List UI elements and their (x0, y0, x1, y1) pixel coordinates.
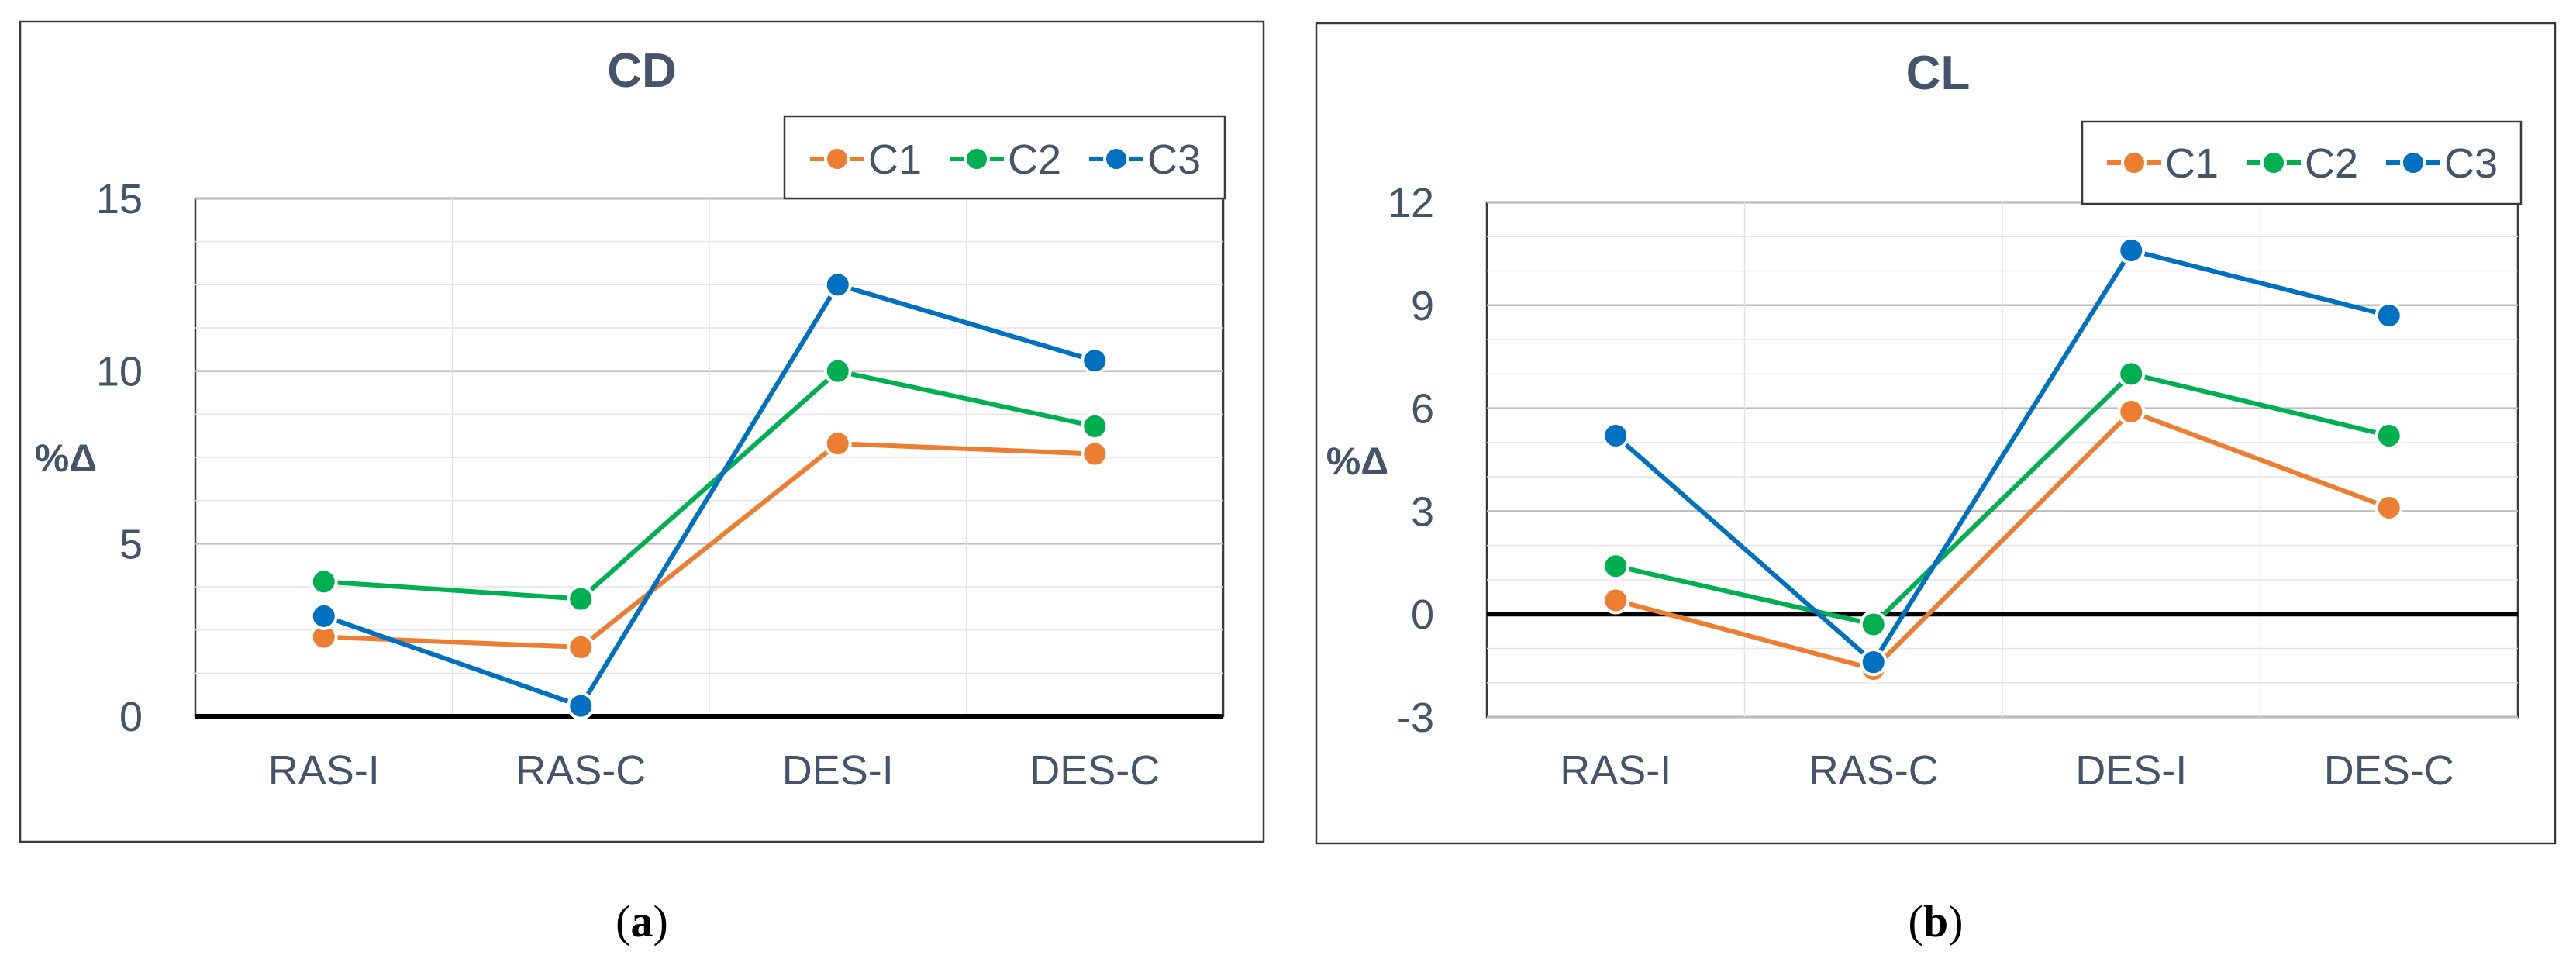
legend-label-cd-c3: C3 (1147, 136, 1201, 183)
caption-b-letter: b (1923, 896, 1948, 946)
legend-marker-cd-c2 (964, 146, 990, 172)
caption-b-open: ( (1909, 896, 1923, 946)
data-point-c2 (1602, 552, 1630, 581)
series-line-c1 (323, 441, 1095, 650)
y-tick-label: -3 (1397, 695, 1434, 741)
x-tick-label: RAS-C (516, 747, 646, 794)
data-point-c3 (309, 602, 338, 630)
data-point-c2 (823, 357, 852, 385)
series-line-c3 (1614, 247, 2390, 665)
data-point-c2 (1081, 412, 1109, 440)
caption-a: (a) (616, 896, 668, 946)
legend-entry-cl-c1: C1 (2107, 140, 2219, 187)
x-tick-labels-cd: RAS-I RAS-C DES-I DES-C (268, 747, 1160, 794)
legend-label-cd-c1: C1 (868, 136, 922, 183)
y-axis-label-cl: %Δ (1326, 440, 1388, 483)
data-point-c3 (823, 271, 852, 299)
series-points-cd (309, 271, 1109, 720)
caption-a-close: ) (653, 896, 668, 946)
data-point-c3 (2117, 236, 2146, 264)
caption-b: (b) (1909, 896, 1964, 946)
x-tick-label: RAS-I (1560, 747, 1671, 794)
y-tick-label: 0 (1411, 591, 1434, 638)
y-axis-label-cd: %Δ (35, 436, 97, 480)
legend-cd: C1 C2 C3 (783, 115, 1226, 200)
y-tick-labels-cd: 0 5 10 15 (96, 176, 143, 740)
legend-marker-cl-c3 (2400, 150, 2426, 176)
data-point-c1 (823, 429, 852, 458)
data-point-c1 (1081, 440, 1109, 468)
series-line-c3 (322, 282, 1096, 709)
x-tick-label: DES-I (782, 747, 894, 794)
y-tick-label: 12 (1388, 180, 1434, 226)
y-tick-label: 0 (119, 694, 143, 740)
data-point-c3 (567, 691, 595, 720)
data-point-c3 (1081, 347, 1109, 375)
x-tick-labels-cl: RAS-I RAS-C DES-I DES-C (1560, 747, 2454, 794)
legend-marker-cd-c3 (1103, 146, 1129, 172)
data-point-c2 (1859, 610, 1888, 639)
legend-label-cl-c2: C2 (2305, 140, 2358, 187)
legend-marker-cd-c1 (824, 146, 850, 172)
y-tick-label: 15 (96, 176, 143, 222)
y-tick-labels-cl: -3 0 3 6 9 12 (1388, 180, 1434, 741)
series-points-cl (1602, 236, 2403, 684)
legend-entry-cl-c2: C2 (2247, 140, 2358, 187)
data-point-c3 (1859, 648, 1888, 677)
legend-marker-cl-c1 (2121, 150, 2147, 176)
series-lines-cd (322, 282, 1096, 709)
x-tick-label: DES-I (2075, 747, 2187, 794)
series-line-c2 (1615, 371, 2390, 627)
data-point-c3 (1602, 422, 1630, 450)
series-line-c2 (323, 368, 1095, 602)
data-point-c1 (2374, 493, 2403, 522)
y-tick-label: 6 (1411, 386, 1434, 433)
legend-entry-cd-c3: C3 (1089, 136, 1201, 183)
x-tick-label: DES-C (2324, 747, 2454, 794)
y-tick-label: 3 (1411, 488, 1434, 535)
chart-panel-cd: CD 0 5 10 15 RAS-I RAS-C DES-I DES-C %Δ C1 C2 (19, 20, 1265, 843)
x-tick-label: DES-C (1029, 747, 1160, 794)
data-point-c3 (2374, 302, 2403, 330)
data-point-c1 (1602, 586, 1630, 615)
legend-entry-cl-c3: C3 (2386, 140, 2498, 187)
y-tick-label: 10 (96, 349, 143, 395)
legend-entry-cd-c2: C2 (950, 136, 1061, 183)
series-lines-cl (1614, 247, 2390, 672)
legend-entry-cd-c1: C1 (810, 136, 922, 183)
x-tick-label: RAS-C (1809, 747, 1939, 794)
series-line-c1 (1615, 409, 2390, 672)
y-tick-label: 9 (1411, 283, 1434, 329)
svg-text:(a): (a) (616, 896, 668, 946)
data-point-c2 (567, 584, 595, 613)
legend-label-cl-c3: C3 (2444, 140, 2498, 187)
legend-cl: C1 C2 C3 (2081, 120, 2523, 205)
caption-b-close: ) (1948, 896, 1963, 946)
legend-marker-cl-c2 (2260, 150, 2287, 176)
legend-label-cd-c2: C2 (1008, 136, 1061, 183)
legend-label-cl-c1: C1 (2165, 140, 2219, 187)
caption-a-letter: a (631, 896, 653, 946)
chart-panel-cl: CL -3 0 3 6 9 12 RAS-I RAS-C DES-I DES-C %Δ C1 C… (1315, 22, 2557, 845)
chart-title-cd: CD (607, 44, 677, 98)
data-point-c2 (309, 567, 338, 596)
data-point-c1 (567, 633, 595, 661)
svg-text:(b): (b) (1909, 896, 1964, 946)
caption-a-open: ( (616, 896, 630, 946)
data-point-c2 (2374, 422, 2403, 450)
x-tick-label: RAS-I (268, 747, 380, 794)
chart-title-cl: CL (1906, 47, 1971, 100)
data-point-c2 (2117, 360, 2146, 388)
data-point-c1 (2117, 398, 2146, 426)
vertical-gridlines-cd (451, 198, 967, 716)
y-tick-label: 5 (119, 521, 143, 567)
